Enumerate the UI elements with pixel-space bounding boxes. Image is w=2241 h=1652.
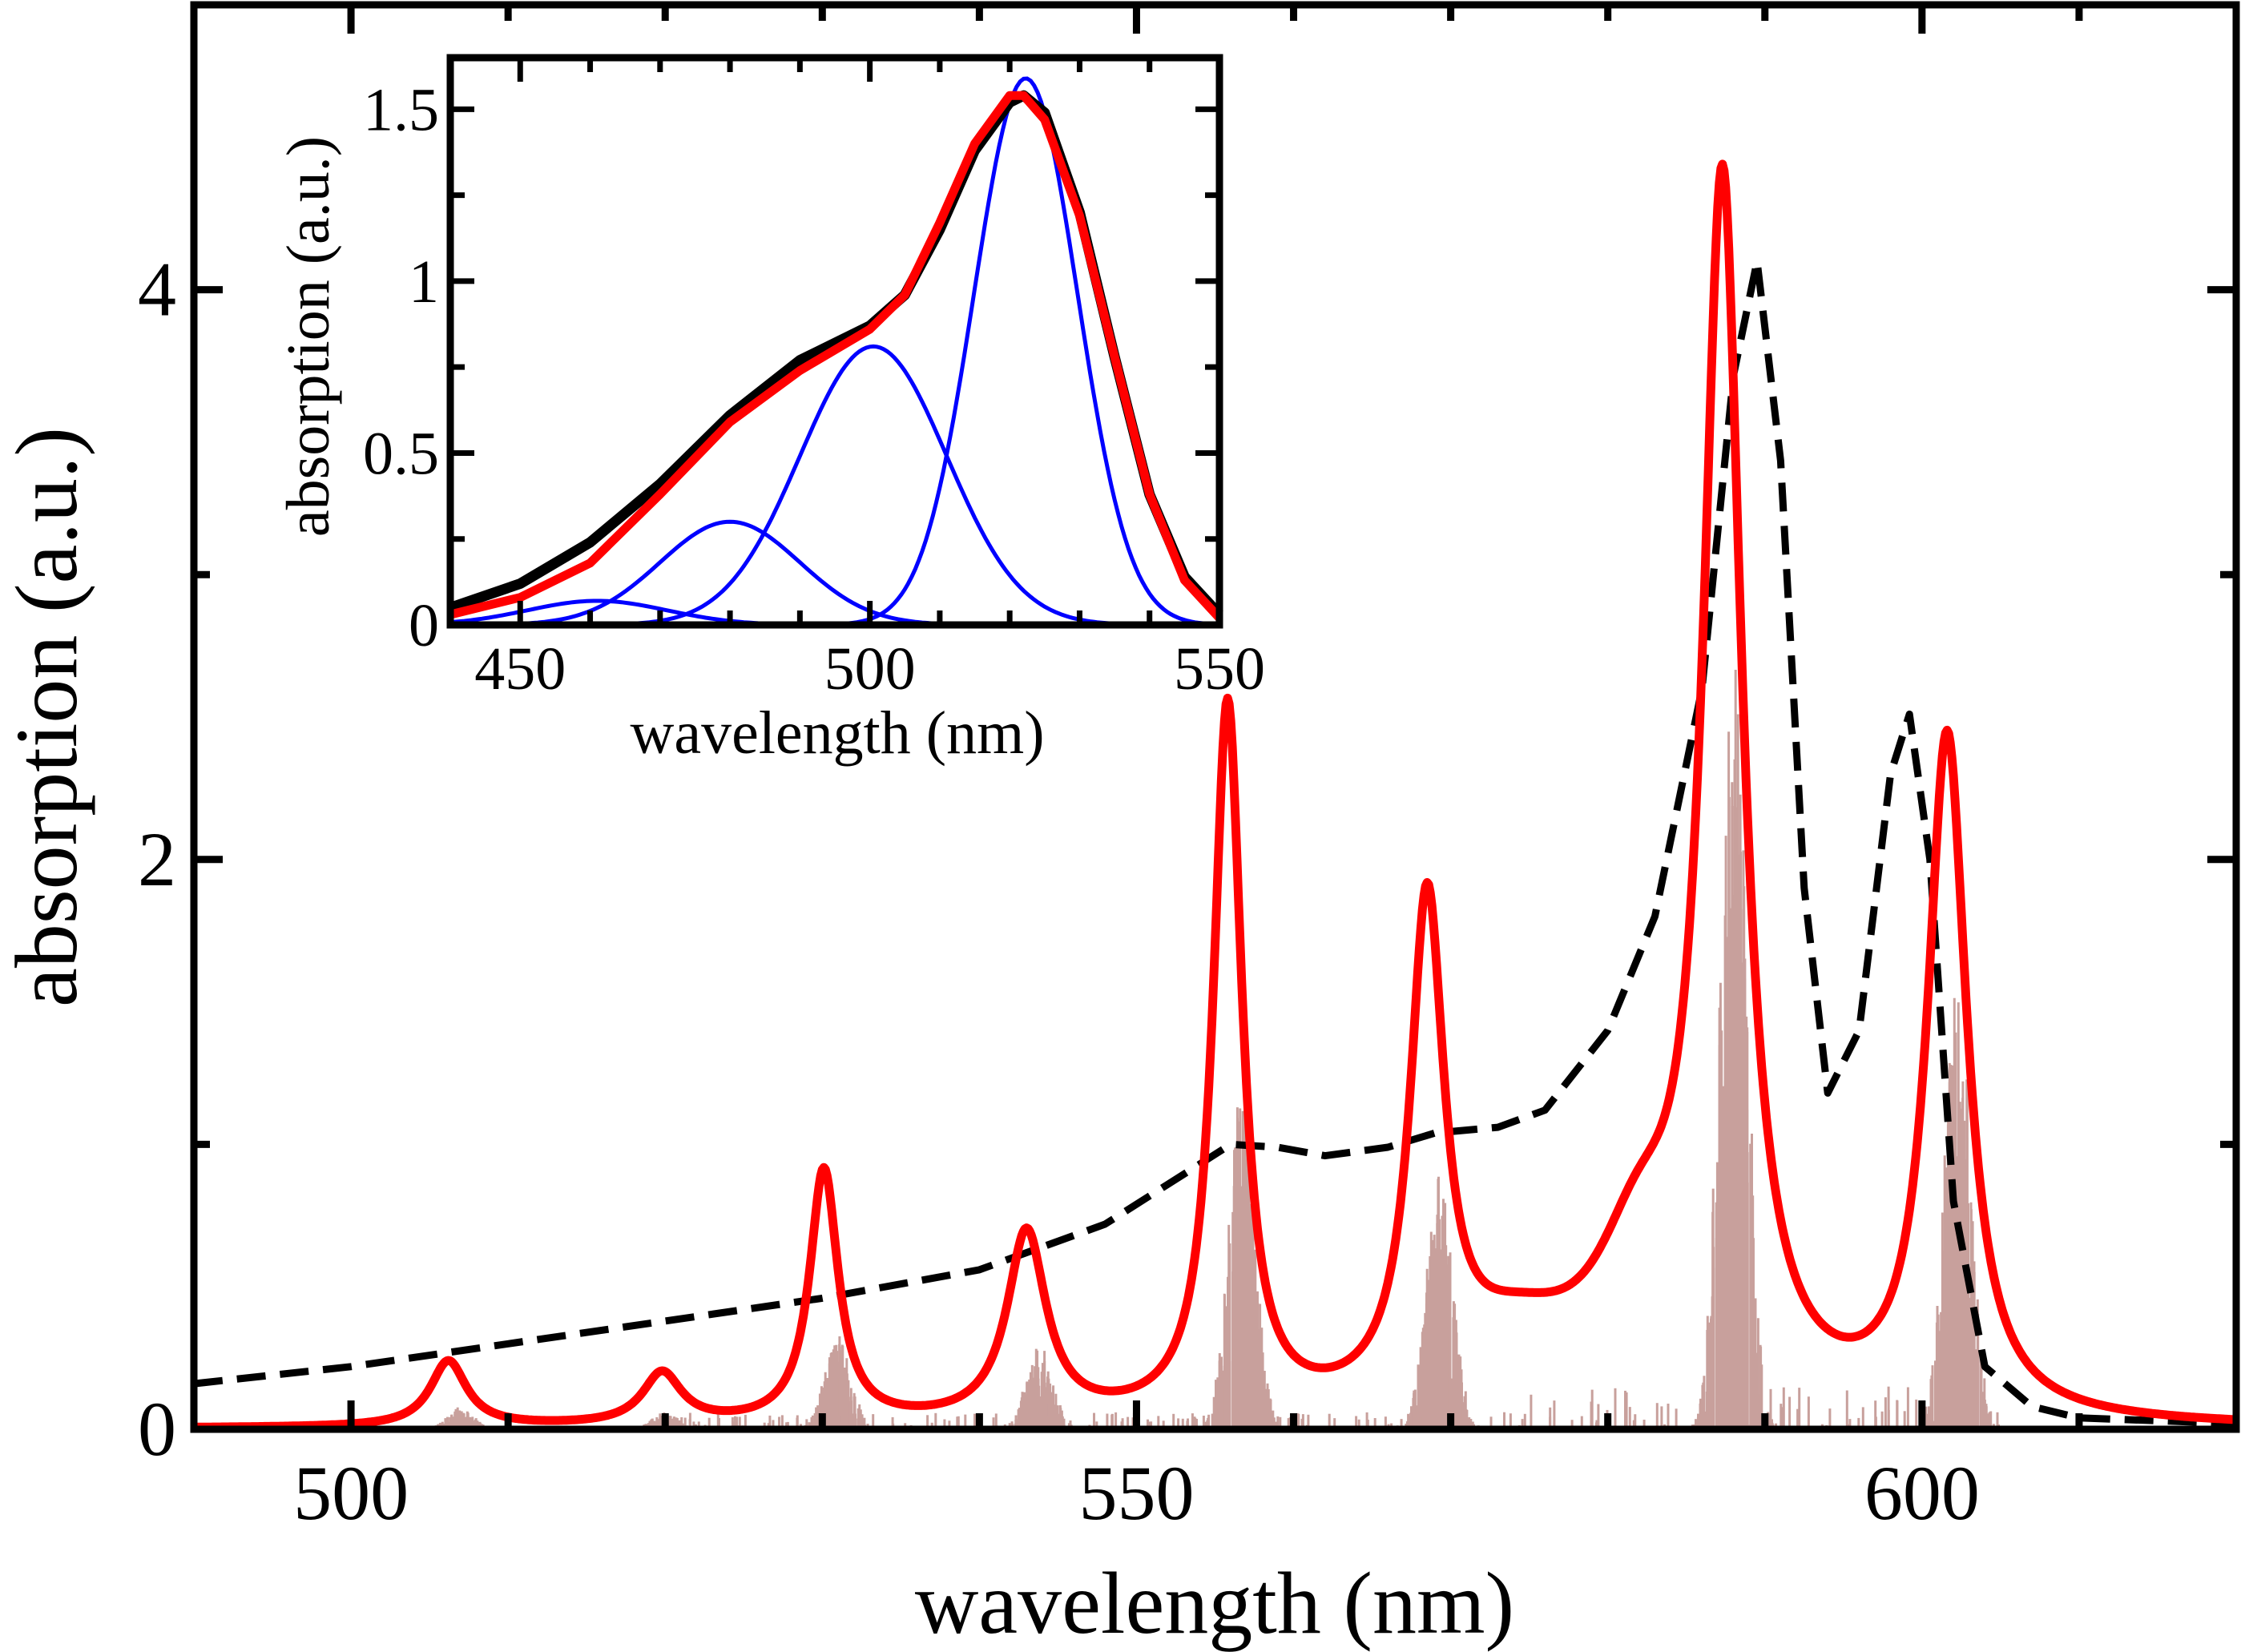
main-x-tick-label: 500 [293,1450,409,1536]
simulated-red-line [191,159,2238,1432]
experimental-dashed-line [193,257,2237,1428]
main-y-tick-label: 2 [138,816,176,902]
main-lines [191,159,2238,1432]
inset-tick-labels: 450 500 550 0 0.5 1 1.5 [363,76,1265,703]
main-x-tick-label: 600 [1864,1450,1980,1536]
main-y-tick-label: 4 [138,247,176,332]
inset-x-tick-label: 550 [1174,635,1265,703]
inset-plot-frame [446,54,1223,629]
inset-y-axis-title: absorption (a.u.) [275,136,342,537]
inset-fit-line [449,91,1223,622]
inset-chart: 450 500 550 0 0.5 1 1.5 wavelength (nm) absorp… [275,54,1265,767]
inset-y-tick-label: 0 [409,592,439,659]
main-x-axis-title: wavelength (nm) [915,1554,1514,1652]
inset-y-tick-label: 0.5 [363,420,439,487]
main-y-axis-title: absorption (a.u.) [0,427,95,1007]
inset-x-axis-title: wavelength (nm) [630,699,1044,767]
inset-x-tick-label: 450 [474,635,566,703]
inset-x-tick-label: 500 [824,635,916,703]
main-plot-frame [190,1,2240,1433]
main-tick-labels: 500 550 600 0 2 4 [138,247,1980,1536]
main-y-tick-label: 0 [138,1386,176,1472]
main-x-tick-label: 550 [1078,1450,1194,1536]
inset-y-tick-label: 1 [409,248,439,316]
inset-y-tick-label: 1.5 [363,76,439,143]
